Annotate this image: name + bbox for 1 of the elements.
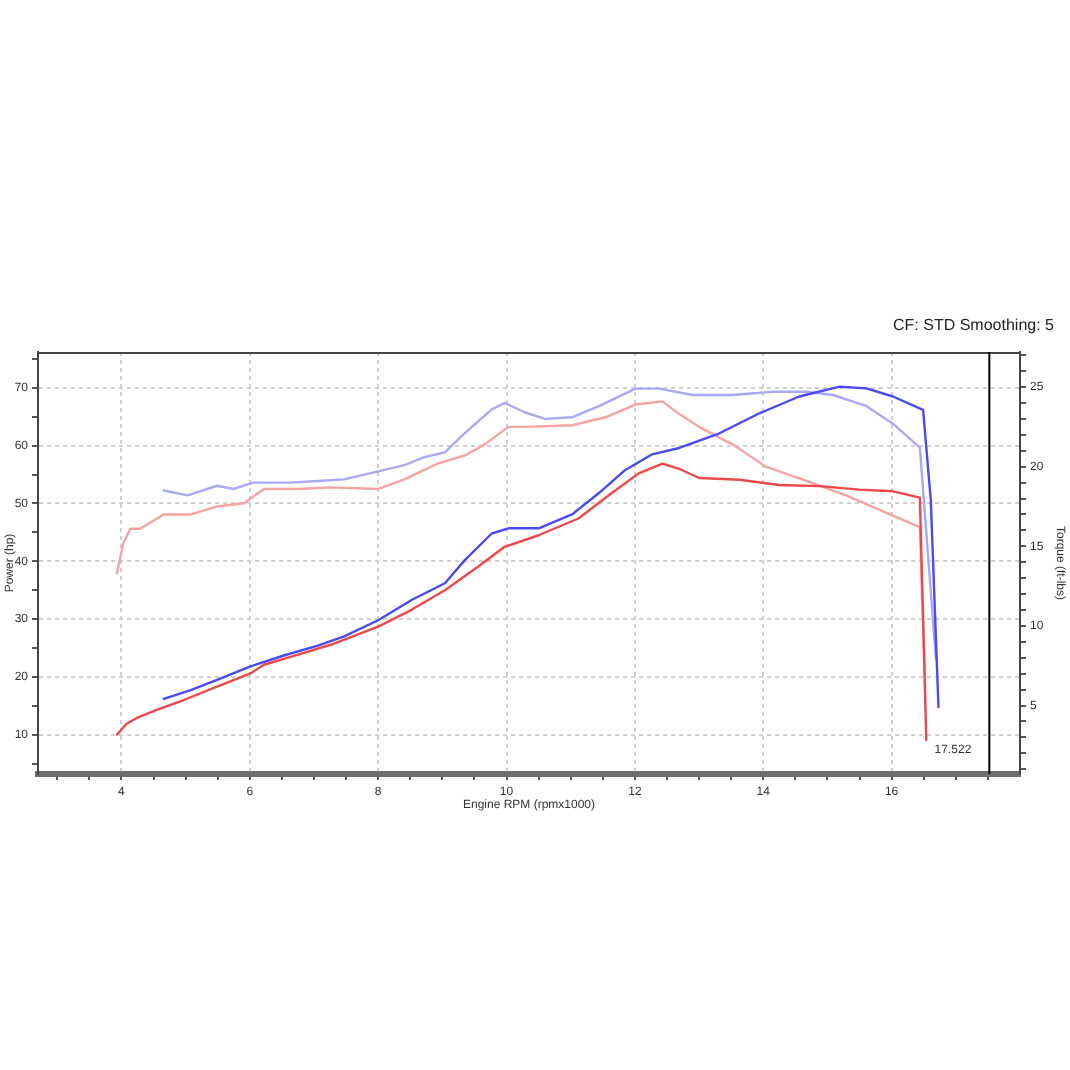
chart-subtitle: CF: STD Smoothing: 5 (893, 316, 1056, 335)
